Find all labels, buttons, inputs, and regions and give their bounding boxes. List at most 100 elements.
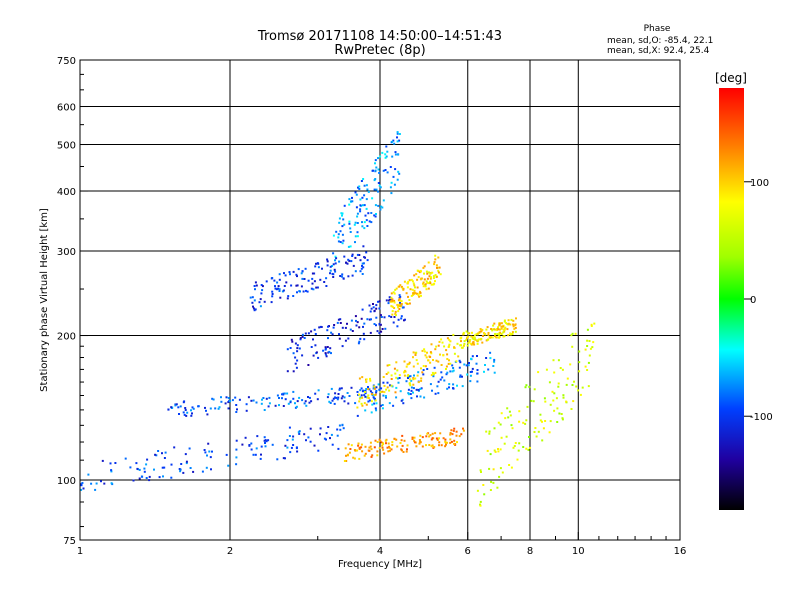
scatter-point bbox=[382, 448, 385, 451]
y-tick-label-200: 200 bbox=[57, 332, 76, 343]
scatter-point bbox=[296, 347, 299, 350]
scatter-point bbox=[329, 437, 331, 440]
scatter-point bbox=[167, 408, 170, 411]
scatter-point bbox=[220, 396, 222, 399]
scatter-point bbox=[378, 447, 381, 450]
scatter-point bbox=[346, 392, 349, 394]
scatter-point bbox=[429, 280, 432, 283]
phase-box-line-x: mean, sd,X: 92.4, 25.4 bbox=[607, 46, 710, 56]
scatter-point bbox=[334, 396, 336, 399]
scatter-point bbox=[348, 259, 351, 262]
scatter-point bbox=[548, 381, 551, 384]
scatter-point bbox=[396, 303, 399, 306]
scatter-point bbox=[286, 348, 289, 351]
scatter-point bbox=[329, 402, 332, 404]
scatter-point bbox=[408, 361, 411, 364]
scatter-point bbox=[493, 328, 496, 331]
scatter-point bbox=[375, 307, 378, 310]
scatter-point bbox=[375, 324, 377, 327]
scatter-point bbox=[375, 386, 378, 389]
scatter-point bbox=[327, 325, 329, 328]
scatter-point bbox=[404, 318, 406, 321]
scatter-point bbox=[461, 346, 464, 349]
scatter-point bbox=[362, 204, 364, 207]
scatter-point bbox=[435, 275, 438, 278]
scatter-point bbox=[262, 397, 265, 399]
scatter-point bbox=[481, 335, 484, 337]
scatter-point bbox=[459, 375, 462, 378]
scatter-point bbox=[255, 401, 258, 404]
scatter-point bbox=[586, 369, 589, 371]
scatter-point bbox=[378, 332, 381, 335]
scatter-point bbox=[533, 431, 536, 433]
scatter-point bbox=[251, 296, 254, 299]
scatter-point bbox=[511, 427, 514, 430]
scatter-point bbox=[286, 439, 289, 442]
scatter-point bbox=[390, 448, 393, 451]
scatter-point bbox=[396, 140, 399, 143]
scatter-point bbox=[404, 370, 407, 373]
scatter-point bbox=[361, 396, 364, 399]
scatter-point bbox=[314, 392, 317, 395]
scatter-point bbox=[506, 407, 509, 410]
scatter-point bbox=[278, 288, 281, 291]
scatter-point bbox=[363, 322, 366, 325]
scatter-point bbox=[377, 204, 380, 207]
scatter-point bbox=[390, 374, 393, 377]
scatter-point bbox=[263, 409, 266, 411]
scatter-point bbox=[326, 260, 329, 263]
scatter-point bbox=[332, 276, 335, 278]
scatter-point bbox=[186, 411, 189, 414]
scatter-point bbox=[537, 430, 540, 433]
scatter-point bbox=[467, 342, 470, 344]
scatter-point bbox=[448, 343, 451, 346]
scatter-point bbox=[351, 274, 354, 277]
scatter-point bbox=[292, 270, 295, 273]
scatter-point bbox=[429, 356, 432, 358]
scatter-point bbox=[499, 423, 502, 426]
scatter-point bbox=[417, 294, 420, 297]
scatter-point bbox=[396, 325, 399, 328]
scatter-point bbox=[373, 214, 376, 217]
scatter-point bbox=[421, 436, 424, 439]
scatter-point bbox=[294, 342, 297, 345]
scatter-point bbox=[316, 398, 319, 401]
scatter-point bbox=[414, 286, 416, 289]
scatter-point bbox=[336, 428, 339, 431]
scatter-point bbox=[341, 214, 343, 217]
scatter-point bbox=[365, 219, 368, 222]
scatter-point bbox=[434, 348, 437, 351]
scatter-point bbox=[499, 331, 502, 334]
scatter-point bbox=[406, 286, 409, 289]
scatter-point bbox=[376, 454, 379, 457]
scatter-point bbox=[235, 456, 238, 459]
scatter-point bbox=[579, 393, 582, 396]
scatter-point bbox=[274, 404, 277, 407]
scatter-point bbox=[462, 331, 465, 334]
scatter-point bbox=[396, 445, 399, 448]
scatter-point bbox=[209, 456, 212, 459]
scatter-point bbox=[392, 139, 395, 142]
scatter-point bbox=[476, 355, 478, 357]
scatter-point bbox=[505, 435, 508, 438]
scatter-point bbox=[319, 427, 322, 430]
scatter-point bbox=[227, 397, 230, 399]
scatter-point bbox=[329, 265, 332, 268]
scatter-point bbox=[407, 377, 409, 379]
scatter-point bbox=[367, 212, 370, 215]
scatter-point bbox=[397, 299, 400, 302]
scatter-point bbox=[379, 208, 382, 211]
scatter-point bbox=[298, 347, 301, 350]
scatter-point bbox=[493, 322, 496, 325]
scatter-point bbox=[394, 372, 397, 375]
scatter-point bbox=[443, 379, 446, 382]
scatter-point bbox=[526, 405, 529, 408]
scatter-point bbox=[372, 169, 374, 172]
scatter-point bbox=[434, 254, 437, 257]
scatter-point bbox=[383, 384, 386, 387]
scatter-point bbox=[227, 464, 230, 467]
scatter-point bbox=[361, 196, 364, 199]
scatter-point bbox=[408, 279, 411, 282]
scatter-point bbox=[307, 436, 310, 439]
scatter-point bbox=[362, 262, 365, 265]
